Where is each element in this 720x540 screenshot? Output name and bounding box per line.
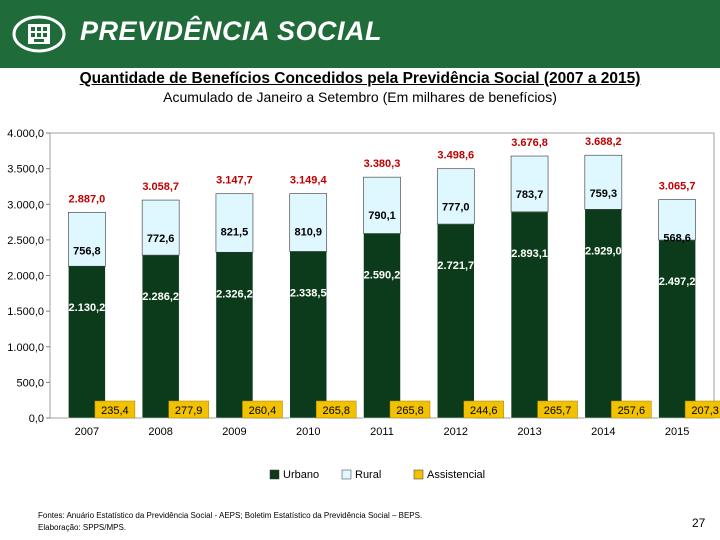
rural-value-label: 790,1 (368, 210, 396, 222)
x-tick-label: 2010 (296, 426, 320, 438)
bar-rural (658, 199, 696, 241)
bar-rural (289, 193, 328, 252)
bar-urbano (68, 265, 106, 419)
rural-value-label: 759,3 (590, 188, 618, 200)
bar-urbano (584, 209, 623, 419)
bar-urbano (510, 211, 549, 419)
x-tick-label: 2013 (517, 426, 541, 438)
bar-rural (363, 176, 401, 234)
legend-label: Rural (355, 469, 381, 481)
y-tick-label: 4.000,0 (7, 128, 44, 140)
rural-value-label: 783,7 (516, 189, 544, 201)
bar-assistencial (389, 400, 431, 419)
bar-rural (215, 193, 254, 253)
urbano-value-label: 2.130,2 (69, 302, 106, 314)
total-value-label: 2.887,0 (69, 193, 106, 205)
legend-swatch (413, 469, 424, 480)
assistencial-value-label: 207,3 (691, 405, 719, 417)
legend-swatch (269, 469, 280, 480)
bar-rural (436, 168, 475, 225)
y-tick-label: 3.500,0 (7, 164, 44, 176)
y-tick-label: 2.000,0 (7, 271, 44, 283)
bar-assistencial (315, 400, 357, 419)
rural-value-label: 568,6 (663, 233, 691, 245)
y-tick-label: 1.000,0 (7, 342, 44, 354)
bar-assistencial (242, 400, 283, 419)
bar-urbano (658, 239, 696, 419)
brand-name: PREVIDÊNCIA SOCIAL (80, 16, 383, 46)
bar-urbano (437, 223, 475, 419)
y-tick-label: 1.500,0 (7, 306, 44, 318)
x-tick-label: 2011 (370, 426, 394, 438)
legend-label: Assistencial (427, 469, 485, 481)
x-tick-label: 2009 (222, 426, 246, 438)
y-tick-label: 3.000,0 (7, 199, 44, 211)
total-value-label: 3.065,7 (659, 181, 696, 193)
urbano-value-label: 2.338,5 (290, 287, 327, 299)
urbano-value-label: 2.590,2 (364, 269, 401, 281)
rural-value-label: 821,5 (221, 227, 249, 239)
total-value-label: 3.676,8 (511, 137, 548, 149)
bar-assistencial (463, 400, 505, 419)
bar-rural (510, 155, 549, 213)
legend-label: Urbano (283, 469, 319, 481)
rural-value-label: 810,9 (294, 227, 322, 239)
bar-urbano (141, 254, 180, 419)
x-tick-label: 2008 (148, 426, 172, 438)
assistencial-value-label: 235,4 (101, 405, 129, 417)
bar-urbano (363, 233, 401, 419)
bar-urbano (215, 252, 254, 419)
y-tick-label: 0,0 (29, 413, 44, 425)
assistencial-value-label: 257,6 (618, 405, 646, 417)
bar-rural (584, 154, 623, 210)
page-number: 27 (692, 516, 706, 530)
chart-title: Quantidade de Benefícios Concedidos pela… (79, 70, 641, 87)
urbano-value-label: 2.286,2 (142, 291, 179, 303)
total-value-label: 3.149,4 (290, 175, 328, 187)
urbano-value-label: 2.326,2 (216, 288, 253, 300)
x-tick-label: 2014 (591, 426, 615, 438)
urbano-value-label: 2.893,1 (511, 248, 548, 260)
bar-assistencial (537, 400, 578, 419)
rural-value-label: 772,6 (147, 233, 175, 245)
y-tick-label: 2.500,0 (7, 235, 44, 247)
chart-subtitle: Acumulado de Janeiro a Setembro (Em milh… (163, 89, 557, 105)
bar-rural (68, 212, 106, 267)
assistencial-value-label: 260,4 (249, 405, 277, 417)
footer-sources-line: Fontes: Anuário Estatístico da Previdênc… (38, 511, 423, 520)
footer-credit-line: Elaboração: SPPS/MPS. (38, 523, 127, 532)
urbano-value-label: 2.929,0 (585, 245, 622, 257)
bar-assistencial (168, 400, 209, 419)
total-value-label: 3.058,7 (142, 181, 179, 193)
total-value-label: 3.688,2 (585, 136, 622, 148)
legend-swatch (341, 469, 352, 480)
urbano-value-label: 2.721,7 (437, 260, 474, 272)
y-tick-label: 500,0 (16, 377, 44, 389)
footer-sources: Fontes: Anuário Estatístico da Previdênc… (38, 510, 422, 534)
stacked-bar-chart: 0,0 500,0 1.000,0 1.500,0 2.000,0 2.500,0 3.00… (7, 128, 720, 481)
previdencia-logo-icon (12, 15, 66, 53)
header-banner: PREVIDÊNCIA SOCIAL (0, 0, 720, 71)
assistencial-value-label: 244,6 (470, 405, 498, 417)
total-value-label: 3.498,6 (437, 150, 474, 162)
assistencial-value-label: 265,8 (322, 405, 350, 417)
x-tick-label: 2012 (444, 426, 468, 438)
total-value-label: 3.380,3 (364, 158, 401, 170)
rural-value-label: 756,8 (73, 245, 101, 257)
bar-assistencial (611, 400, 652, 419)
assistencial-value-label: 265,8 (396, 405, 424, 417)
bar-assistencial (684, 400, 720, 419)
assistencial-value-label: 277,9 (175, 405, 203, 417)
x-tick-label: 2007 (75, 426, 99, 438)
x-tick-label: 2015 (665, 426, 689, 438)
bar-urbano (289, 251, 327, 419)
rural-value-label: 777,0 (442, 202, 470, 214)
bar-assistencial (94, 400, 136, 419)
bar-rural (141, 199, 180, 256)
urbano-value-label: 2.497,2 (659, 276, 696, 288)
total-value-label: 3.147,7 (216, 175, 253, 187)
assistencial-value-label: 265,7 (544, 405, 572, 417)
